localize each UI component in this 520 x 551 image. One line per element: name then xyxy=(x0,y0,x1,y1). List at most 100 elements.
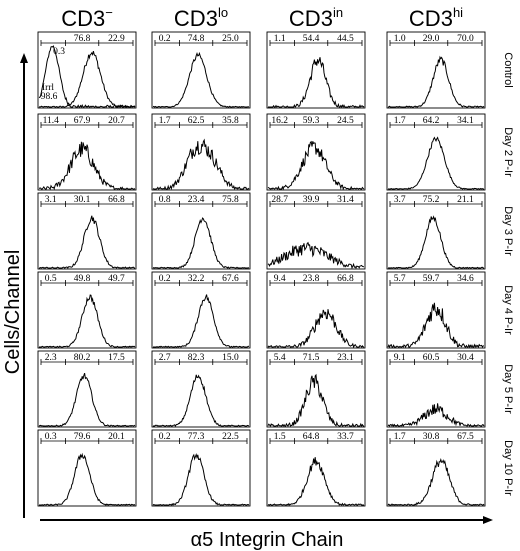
panel-frame xyxy=(266,271,366,349)
panel-frame xyxy=(37,113,137,191)
panel-frame xyxy=(37,350,137,428)
gate-markers xyxy=(154,438,248,444)
gate-percent: 9.1 xyxy=(394,353,406,363)
gate-markers xyxy=(40,280,134,286)
gate-markers xyxy=(154,280,248,286)
gate-markers xyxy=(154,359,248,365)
gate-percent: 20.1 xyxy=(108,432,125,442)
panel-frame xyxy=(266,350,366,428)
histogram-trace xyxy=(387,55,485,108)
gate-percent: 17.5 xyxy=(108,353,125,363)
panel-frame xyxy=(266,429,366,507)
gate-percent: 66.8 xyxy=(108,195,125,205)
histogram-trace xyxy=(387,302,485,349)
panel-r2-c1: 0.8 23.4 75.8 xyxy=(151,192,251,270)
gate-percent: 2.7 xyxy=(159,353,171,363)
gate-markers xyxy=(389,201,483,207)
gate-percent: 0.5 xyxy=(45,274,57,284)
row-label-3: Day 4 P-Ir xyxy=(502,285,514,335)
gate-markers xyxy=(269,438,363,444)
gate-percent: 64.2 xyxy=(423,116,440,126)
histogram-trace xyxy=(267,457,364,506)
panel-r2-c3: 3.7 75.2 21.1 xyxy=(386,192,486,270)
histogram-trace xyxy=(152,452,250,506)
gate-markers xyxy=(40,438,134,444)
panel-r4-c2: 5.4 71.5 23.1 xyxy=(266,350,366,428)
panel-frame xyxy=(386,429,486,507)
panel-frame xyxy=(386,31,486,109)
histogram-trace xyxy=(267,373,364,428)
panel-frame xyxy=(37,31,137,109)
gate-markers xyxy=(40,122,134,128)
panel-r4-c3: 9.1 60.5 30.4 xyxy=(386,350,486,428)
panel-r1-c1: 1.7 62.5 35.8 xyxy=(151,113,251,191)
gate-percent: 0.2 xyxy=(159,34,171,44)
panel-frame xyxy=(151,113,251,191)
gate-markers xyxy=(154,201,248,207)
gate-percent: 54.4 xyxy=(303,34,320,44)
panel-frame xyxy=(151,271,251,349)
gate-percent: 22.9 xyxy=(108,34,125,44)
gate-percent: 1.5 xyxy=(274,432,286,442)
gate-percent: 67.9 xyxy=(74,116,91,126)
gate-percent: 29.0 xyxy=(423,34,440,44)
panel-r1-c0: 11.4 67.9 20.7 xyxy=(37,113,137,191)
panel-frame xyxy=(37,192,137,270)
panel-r3-c3: 5.7 59.7 34.6 xyxy=(386,271,486,349)
gate-percent: 82.3 xyxy=(188,353,205,363)
gate-percent: 0.2 xyxy=(159,274,171,284)
gate-percent: 76.8 xyxy=(74,34,91,44)
histogram-trace xyxy=(267,140,365,191)
panel-frame xyxy=(266,113,366,191)
gate-percent: 30.1 xyxy=(74,195,91,205)
gate-percent: 15.0 xyxy=(222,353,239,363)
gate-percent: 11.4 xyxy=(43,116,60,126)
gate-markers xyxy=(154,122,248,128)
gate-percent: 20.7 xyxy=(108,116,125,126)
panel-r0-c2: 1.1 54.4 44.5 xyxy=(266,31,366,109)
panel-frame xyxy=(386,350,486,428)
gate-percent: 49.8 xyxy=(74,274,91,284)
panel-frame xyxy=(151,350,251,428)
gate-percent: 1.0 xyxy=(394,34,406,44)
gate-percent: 0.8 xyxy=(159,195,171,205)
gate-percent: 1.7 xyxy=(159,116,171,126)
panel-r5-c0: 0.3 79.6 20.1 xyxy=(37,429,137,507)
row-label-5: Day 10 P-Ir xyxy=(502,440,514,496)
panel-frame xyxy=(266,31,366,109)
panel-r0-c3: 1.0 29.0 70.0 xyxy=(386,31,486,109)
histogram-trace xyxy=(267,309,365,349)
gate-markers xyxy=(269,40,363,46)
gate-percent: 59.3 xyxy=(303,116,320,126)
gate-percent: 3.7 xyxy=(394,195,406,205)
gate-percent: 30.8 xyxy=(423,432,440,442)
panel-r2-c2: 28.7 39.9 31.4 xyxy=(266,192,366,270)
panel-r2-c0: 3.1 30.1 66.8 xyxy=(37,192,137,270)
row-label-1: Day 2 P-Ir xyxy=(502,127,514,177)
panel-r0-c1: 0.2 74.8 25.0 xyxy=(151,31,251,109)
gate-percent: 16.2 xyxy=(271,116,288,126)
column-header-0: CD3− xyxy=(61,5,113,31)
gate-percent: 34.1 xyxy=(457,116,474,126)
panel-frame xyxy=(151,429,251,507)
gate-percent: 62.5 xyxy=(188,116,205,126)
histogram-trace xyxy=(387,457,485,506)
gate-percent: 70.0 xyxy=(457,34,474,44)
row-label-4: Day 5 P-Ir xyxy=(502,364,514,414)
histogram-trace xyxy=(38,372,136,427)
histogram-trace xyxy=(152,217,250,269)
gate-percent: 75.2 xyxy=(423,195,440,205)
panel-r1-c3: 1.7 64.2 34.1 xyxy=(386,113,486,191)
row-labels: Control Day 2 P-Ir Day 3 P-Ir Day 4 P-Ir Day… xyxy=(502,52,514,496)
panel-r5-c3: 1.7 30.8 67.5 xyxy=(386,429,486,507)
gate-percent: 66.8 xyxy=(337,274,354,284)
gate-percent: 75.8 xyxy=(222,195,239,205)
panel-r4-c1: 2.7 82.3 15.0 xyxy=(151,350,251,428)
gate-markers xyxy=(389,280,483,286)
histogram-trace xyxy=(268,57,365,109)
gate-markers xyxy=(40,40,134,46)
histogram-trace xyxy=(387,136,484,190)
gate-percent: 1.7 xyxy=(394,432,406,442)
